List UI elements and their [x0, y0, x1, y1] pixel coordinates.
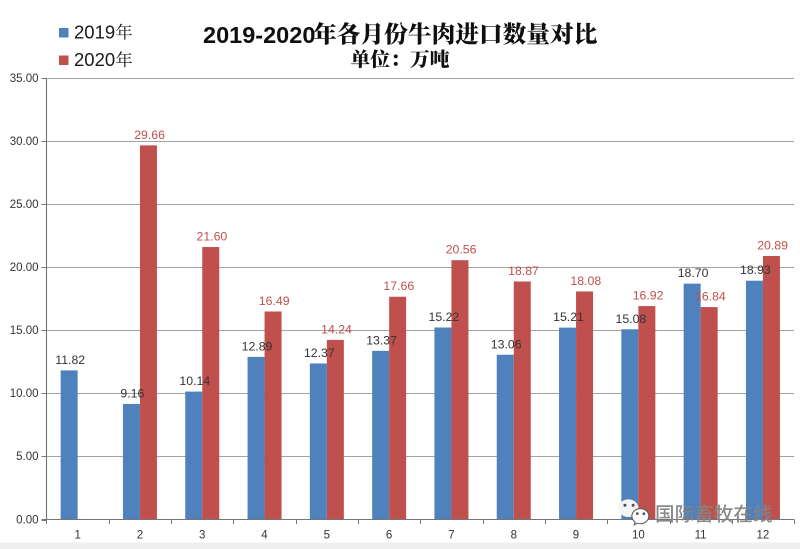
- svg-text:2: 2: [137, 530, 143, 542]
- svg-text:18.70: 18.70: [678, 266, 709, 280]
- svg-text:12.89: 12.89: [242, 339, 273, 353]
- svg-text:20.00: 20.00: [10, 262, 39, 274]
- svg-text:11.82: 11.82: [55, 353, 85, 367]
- svg-text:29.66: 29.66: [134, 128, 165, 142]
- svg-text:20.56: 20.56: [446, 243, 477, 257]
- svg-text:6: 6: [386, 530, 392, 542]
- svg-text:10.14: 10.14: [179, 374, 210, 388]
- svg-text:5: 5: [324, 530, 330, 542]
- svg-text:10.00: 10.00: [10, 388, 39, 400]
- svg-text:3: 3: [199, 530, 205, 542]
- svg-text:15.00: 15.00: [10, 325, 39, 337]
- svg-text:21.60: 21.60: [197, 230, 228, 244]
- svg-text:10: 10: [632, 530, 645, 542]
- svg-text:35.00: 35.00: [10, 73, 39, 85]
- svg-text:18.93: 18.93: [740, 263, 771, 277]
- svg-text:12.37: 12.37: [304, 346, 335, 360]
- svg-text:25.00: 25.00: [10, 199, 39, 211]
- svg-text:13.37: 13.37: [366, 333, 397, 347]
- svg-text:12: 12: [757, 530, 770, 542]
- svg-text:30.00: 30.00: [10, 136, 39, 148]
- svg-text:16.84: 16.84: [695, 290, 726, 304]
- svg-text:16.49: 16.49: [259, 294, 290, 308]
- svg-text:15.21: 15.21: [553, 310, 584, 324]
- svg-text:18.08: 18.08: [570, 274, 601, 288]
- svg-text:18.87: 18.87: [508, 264, 539, 278]
- svg-text:2019-2020: 2019-2020: [203, 22, 315, 48]
- svg-text:13.06: 13.06: [491, 337, 522, 351]
- svg-text:0.00: 0.00: [16, 514, 38, 526]
- svg-text:17.66: 17.66: [383, 279, 414, 293]
- svg-text:2020: 2020: [74, 49, 115, 70]
- svg-text:2019: 2019: [74, 22, 115, 43]
- svg-text:1: 1: [74, 530, 80, 542]
- svg-text:7: 7: [448, 530, 454, 542]
- svg-text:5.00: 5.00: [16, 451, 38, 463]
- svg-text:20.89: 20.89: [757, 239, 788, 253]
- svg-text:9: 9: [573, 530, 579, 542]
- svg-text:14.24: 14.24: [321, 322, 352, 336]
- svg-text:4: 4: [261, 530, 268, 542]
- svg-text:15.08: 15.08: [616, 312, 647, 326]
- svg-text:8: 8: [511, 530, 517, 542]
- svg-text:15.22: 15.22: [429, 310, 460, 324]
- svg-text:16.92: 16.92: [633, 289, 664, 303]
- svg-text:11: 11: [695, 530, 707, 542]
- svg-text:9.16: 9.16: [120, 387, 144, 401]
